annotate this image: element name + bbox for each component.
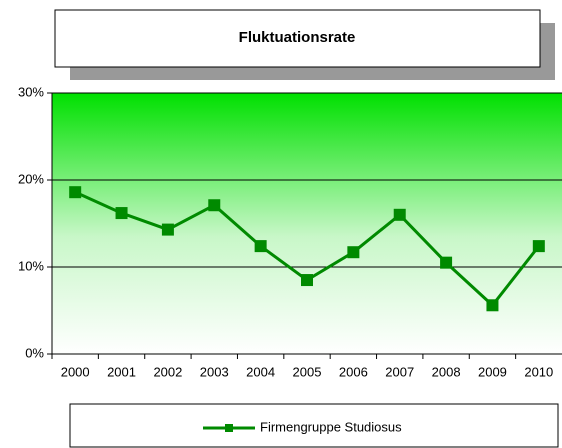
point-marker: [486, 299, 499, 312]
legend-marker: [225, 424, 233, 432]
point-marker: [69, 186, 82, 199]
y-tick-label: 10%: [18, 258, 44, 273]
point-marker: [440, 256, 453, 269]
x-tick-label: 2006: [339, 364, 368, 379]
x-tick-label: 2004: [246, 364, 275, 379]
legend-box: [69, 403, 559, 448]
point-marker: [532, 240, 545, 253]
y-tick-label: 20%: [18, 171, 44, 186]
point-marker: [254, 240, 267, 253]
point-marker: [301, 274, 313, 287]
x-tick-label: 2005: [293, 364, 322, 379]
y-tick-label: 0%: [25, 345, 44, 360]
point-marker: [161, 223, 174, 236]
point-marker: [393, 208, 406, 221]
x-tick-label: 2009: [478, 364, 507, 379]
x-tick-label: 2007: [385, 364, 414, 379]
legend-label: Firmengruppe Studiosus: [260, 419, 402, 434]
point-marker: [208, 199, 221, 212]
title-box: [54, 9, 541, 68]
x-tick-label: 2002: [153, 364, 182, 379]
x-tick-label: 2003: [200, 364, 229, 379]
x-tick-label: 2000: [61, 364, 90, 379]
point-marker: [347, 246, 360, 259]
y-tick-label: 30%: [18, 84, 44, 99]
x-tick-label: 2001: [107, 364, 136, 379]
point-marker: [115, 207, 128, 220]
chart-title: Fluktuationsrate: [239, 29, 356, 46]
x-tick-label: 2008: [432, 364, 461, 379]
x-tick-label: 2010: [524, 364, 553, 379]
plot-area: [52, 93, 562, 354]
